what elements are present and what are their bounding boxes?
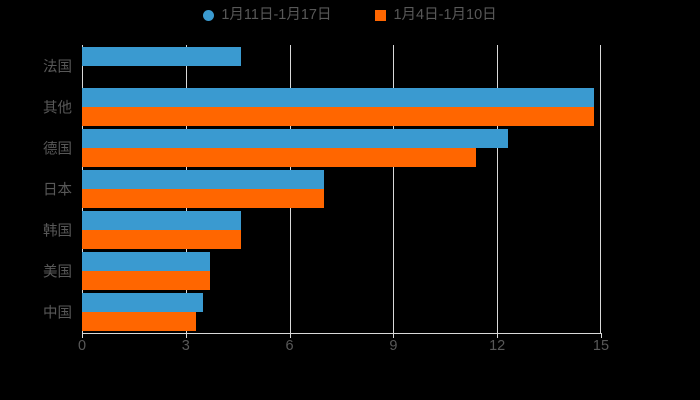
x-tick-label: 3 xyxy=(181,338,190,354)
x-tick-label: 6 xyxy=(285,338,294,354)
x-tick xyxy=(497,333,499,338)
y-axis-labels: 法国 其他 德国 日本 韩国 美国 中国 xyxy=(0,45,72,333)
bar-group-france xyxy=(82,45,601,86)
square-marker-icon xyxy=(375,9,387,21)
bar-series-1[interactable] xyxy=(82,293,204,313)
bar-group-usa xyxy=(82,251,601,292)
bar-series-2[interactable] xyxy=(82,271,211,291)
x-axis-line xyxy=(82,333,601,334)
legend-label-series-2: 1月4日-1月10日 xyxy=(393,7,497,23)
bar-series-1[interactable] xyxy=(82,252,211,272)
x-tick xyxy=(289,333,291,338)
gridline xyxy=(497,45,499,333)
x-tick xyxy=(82,333,83,338)
bar-series-2[interactable] xyxy=(82,188,325,208)
bar-series-1[interactable] xyxy=(82,87,595,107)
circle-marker-icon xyxy=(203,9,215,21)
bar-group-korea xyxy=(82,210,601,251)
bar-series-1[interactable] xyxy=(82,211,242,231)
x-axis-labels: 0 3 6 9 12 15 xyxy=(0,338,700,358)
y-tick-label: 韩国 xyxy=(43,223,72,240)
y-tick-label: 其他 xyxy=(43,100,72,117)
bar-group-other xyxy=(82,86,601,127)
legend-item-series-2[interactable]: 1月4日-1月10日 xyxy=(375,7,497,23)
gridline xyxy=(600,45,601,333)
y-tick-label: 德国 xyxy=(43,141,72,158)
gridline xyxy=(393,45,395,333)
legend-label-series-1: 1月11日-1月17日 xyxy=(221,7,332,23)
x-tick xyxy=(601,333,602,338)
x-tick-label: 15 xyxy=(592,338,610,354)
x-tick-label: 9 xyxy=(389,338,398,354)
chart-legend: 1月11日-1月17日 1月4日-1月10日 xyxy=(0,8,700,23)
plot-area xyxy=(82,45,601,333)
bar-series-2[interactable] xyxy=(82,230,242,250)
bar-rows xyxy=(82,45,601,333)
x-tick xyxy=(393,333,395,338)
legend-item-series-1[interactable]: 1月11日-1月17日 xyxy=(203,8,331,23)
y-tick-label: 法国 xyxy=(43,59,72,76)
bar-series-1[interactable] xyxy=(82,169,325,189)
x-tick-label: 12 xyxy=(489,338,506,354)
bar-group-china xyxy=(82,292,601,333)
bar-series-2[interactable] xyxy=(82,147,477,167)
bar-series-2[interactable] xyxy=(82,312,197,332)
bar-series-2[interactable] xyxy=(82,106,595,126)
x-tick-label: 0 xyxy=(77,338,87,354)
y-tick-label: 中国 xyxy=(43,305,72,322)
bar-series-1[interactable] xyxy=(82,128,508,148)
y-tick-label: 日本 xyxy=(43,182,72,199)
y-tick-label: 美国 xyxy=(43,264,72,281)
x-tick xyxy=(185,333,187,338)
bar-series-1[interactable] xyxy=(82,46,242,66)
bar-group-germany xyxy=(82,127,601,168)
bar-group-japan xyxy=(82,168,601,209)
